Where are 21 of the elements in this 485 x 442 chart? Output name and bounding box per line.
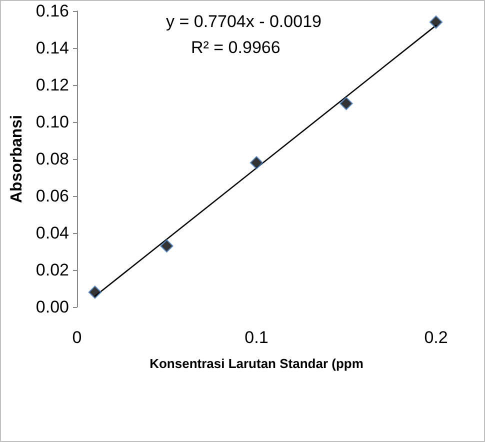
y-tick-label: 0.00 <box>36 298 69 316</box>
point <box>160 239 174 253</box>
annotation: R² = 0.9966 <box>191 38 280 57</box>
y-tick-label: 0.16 <box>36 2 69 20</box>
point <box>88 286 102 299</box>
y-tick-label: 0.02 <box>36 260 69 280</box>
y-tick-label: 0.14 <box>36 38 69 58</box>
x-tick-label: 0.1 <box>244 328 268 347</box>
y-tick-label: 0.12 <box>36 76 69 94</box>
annotation: y = 0.7704x - 0.0019 <box>166 12 322 31</box>
point <box>340 96 353 110</box>
y-tick-label: 0.10 <box>36 112 69 132</box>
x-axis-title: Konsentrasi Larutan Standar (ppm <box>150 356 364 371</box>
x-tick-label: 0 <box>72 328 82 347</box>
y-tick-label: 0.06 <box>36 186 69 206</box>
point <box>429 16 443 29</box>
y-tick-label: 0.08 <box>36 150 69 168</box>
y-axis-title: Absorbansi <box>8 114 26 204</box>
point <box>250 156 264 170</box>
y-tick-label: 0.04 <box>36 224 69 242</box>
x-tick-label: 0.2 <box>424 328 448 347</box>
